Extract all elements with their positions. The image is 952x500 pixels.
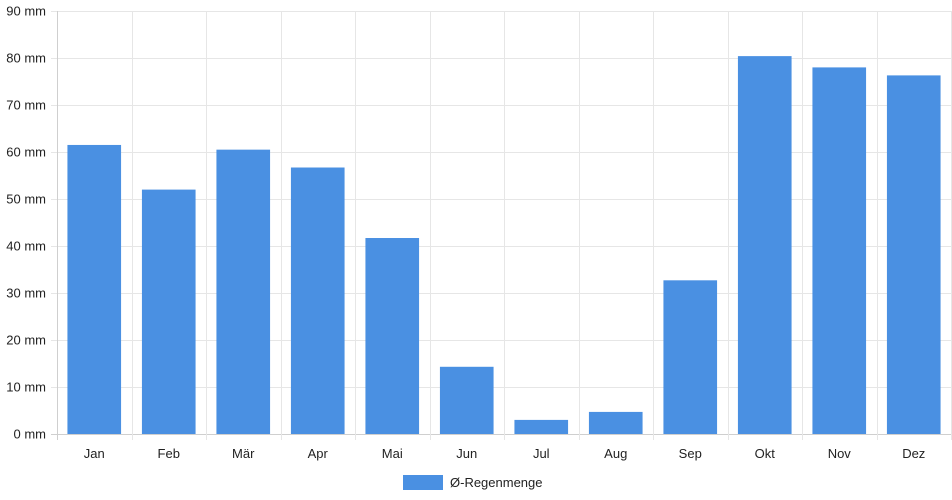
bar-dez[interactable]: [886, 75, 941, 434]
y-tick-label: 60 mm: [6, 145, 46, 160]
bar-aug[interactable]: [588, 411, 643, 434]
bar-jul[interactable]: [514, 419, 569, 434]
x-tick-label: Apr: [308, 446, 329, 461]
y-tick-label: 80 mm: [6, 51, 46, 66]
bar-nov[interactable]: [812, 67, 867, 435]
x-tick-label: Nov: [828, 446, 852, 461]
y-tick-label: 90 mm: [6, 4, 46, 19]
bar-sep[interactable]: [663, 280, 718, 434]
y-tick-label: 30 mm: [6, 286, 46, 301]
y-tick-label: 50 mm: [6, 192, 46, 207]
x-tick-label: Jan: [84, 446, 105, 461]
bar-jan[interactable]: [67, 144, 122, 434]
bar-mär[interactable]: [216, 149, 271, 434]
legend[interactable]: Ø-Regenmenge: [403, 475, 543, 490]
y-tick-label: 40 mm: [6, 239, 46, 254]
bar-okt[interactable]: [737, 56, 792, 435]
x-tick-label: Sep: [679, 446, 702, 461]
x-tick-label: Jun: [456, 446, 477, 461]
bar-jun[interactable]: [439, 366, 494, 434]
y-tick-label: 70 mm: [6, 98, 46, 113]
x-tick-label: Dez: [902, 446, 925, 461]
x-tick-label: Aug: [604, 446, 627, 461]
x-tick-label: Mai: [382, 446, 403, 461]
x-axis: Jan Feb Mär Apr Mai Jun Jul Aug Sep Okt Nov Dez: [84, 446, 926, 461]
bar-mai[interactable]: [365, 238, 420, 434]
legend-label[interactable]: Ø-Regenmenge: [450, 475, 543, 490]
legend-swatch[interactable]: [403, 475, 443, 490]
bar-feb[interactable]: [141, 189, 196, 434]
bars: [67, 56, 941, 435]
y-tick-label: 0 mm: [14, 427, 47, 442]
y-tick-label: 10 mm: [6, 380, 46, 395]
y-axis: 0 mm 10 mm 20 mm 30 mm 40 mm 50 mm 60 mm 70 mm 8…: [6, 4, 46, 442]
y-tick-label: 20 mm: [6, 333, 46, 348]
x-tick-label: Jul: [533, 446, 550, 461]
x-tick-label: Feb: [158, 446, 180, 461]
x-tick-label: Okt: [755, 446, 776, 461]
x-tick-label: Mär: [232, 446, 255, 461]
bar-apr[interactable]: [290, 167, 345, 434]
